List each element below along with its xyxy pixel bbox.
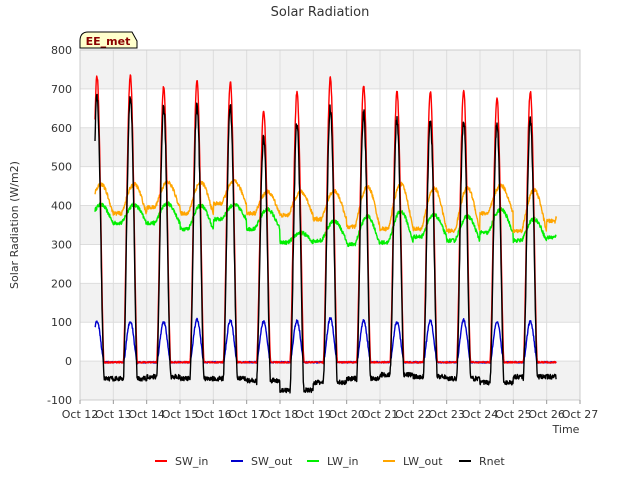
x-tick-label: Oct 12 — [62, 408, 99, 421]
y-tick-label: 200 — [51, 277, 72, 290]
x-tick-label: Oct 17 — [228, 408, 265, 421]
x-axis-label: Time — [552, 423, 580, 436]
station-label: EE_met — [86, 35, 131, 48]
y-axis-label: Solar Radiation (W/m2) — [8, 161, 21, 289]
x-tick-label: Oct 13 — [95, 408, 132, 421]
x-tick-label: Oct 16 — [195, 408, 232, 421]
grid-band — [80, 283, 580, 323]
grid-band — [80, 361, 580, 400]
x-tick-label: Oct 18 — [262, 408, 299, 421]
x-tick-label: Oct 22 — [395, 408, 432, 421]
chart-title: Solar Radiation — [271, 5, 370, 20]
x-tick-label: Oct 14 — [128, 408, 165, 421]
x-tick-label: Oct 26 — [528, 408, 565, 421]
y-tick-label: 400 — [51, 200, 72, 213]
legend-label-rnet: Rnet — [479, 455, 505, 468]
y-tick-label: 800 — [51, 44, 72, 57]
y-tick-label: 300 — [51, 238, 72, 251]
series-line-lw-out — [94, 178, 557, 234]
y-tick-label: 600 — [51, 122, 72, 135]
x-tick-label: Oct 27 — [562, 408, 599, 421]
grid-band — [80, 127, 580, 167]
legend-label-sw-out: SW_out — [251, 455, 293, 468]
legend-label-lw-in: LW_in — [327, 455, 359, 468]
y-tick-label: 0 — [65, 355, 72, 368]
y-tick-label: -100 — [47, 394, 72, 407]
plot-area-frame — [79, 49, 581, 401]
x-tick-label: Oct 15 — [162, 408, 199, 421]
x-tick-label: Oct 21 — [362, 408, 399, 421]
legend: SW_in SW_out LW_in LW_out Rnet — [155, 455, 505, 468]
y-tick-label: 500 — [51, 161, 72, 174]
x-tick-label: Oct 24 — [462, 408, 499, 421]
y-tick-label: 700 — [51, 83, 72, 96]
x-tick-label: Oct 20 — [328, 408, 365, 421]
x-tick-label: Oct 19 — [295, 408, 332, 421]
legend-label-lw-out: LW_out — [403, 455, 443, 468]
legend-label-sw-in: SW_in — [175, 455, 208, 468]
x-tick-label: Oct 25 — [495, 408, 532, 421]
x-tick-label: Oct 23 — [428, 408, 465, 421]
series-line-rnet — [94, 93, 557, 394]
y-tick-label: 100 — [51, 316, 72, 329]
station-label-box: EE_met — [79, 31, 138, 49]
